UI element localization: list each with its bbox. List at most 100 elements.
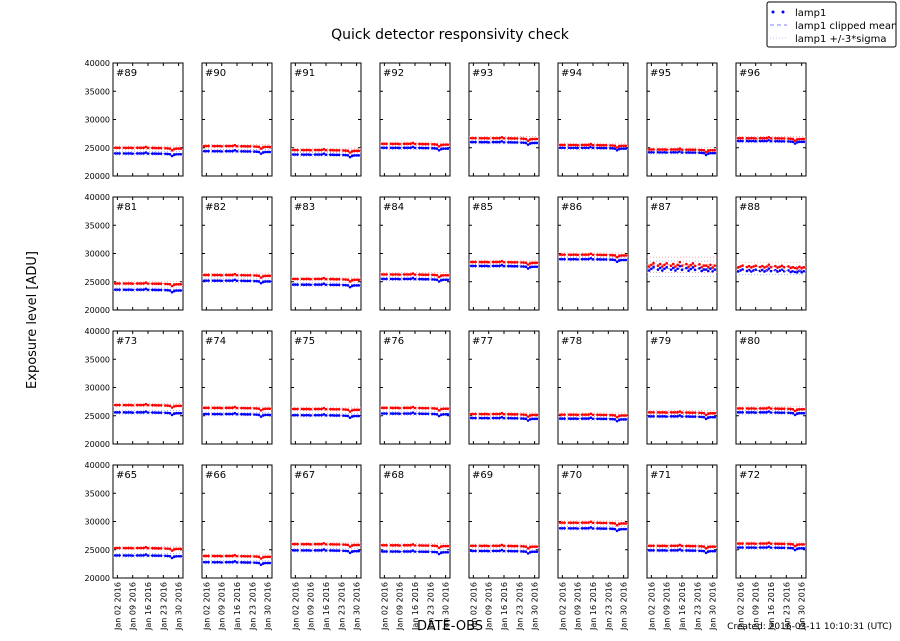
lamp1-point — [656, 150, 660, 154]
second-point — [202, 554, 206, 558]
lamp1-point — [177, 411, 180, 415]
second-point — [793, 409, 797, 413]
second-point — [420, 142, 423, 146]
lamp1-point — [750, 546, 753, 549]
second-point — [558, 521, 562, 524]
second-point — [604, 253, 608, 257]
subplot-frame — [290, 196, 362, 311]
second-point — [137, 403, 141, 407]
second-point — [113, 282, 117, 285]
lamp1-point — [422, 550, 426, 554]
second-point — [478, 136, 482, 140]
y-tick-label: 20000 — [85, 306, 110, 315]
second-point — [509, 544, 512, 548]
subplot-88: #88 — [735, 196, 807, 311]
second-point — [520, 261, 523, 264]
second-point — [787, 542, 790, 546]
second-point — [257, 407, 261, 410]
lamp1-point — [713, 549, 717, 553]
lamp1-point — [305, 283, 308, 286]
second-point — [572, 143, 575, 147]
lamp1-point — [348, 551, 352, 555]
second-point — [598, 413, 601, 417]
second-point — [689, 263, 693, 267]
lamp1-point — [615, 260, 619, 263]
lamp1-point — [485, 549, 488, 553]
second-point — [422, 406, 426, 410]
lamp1-point — [496, 140, 499, 144]
second-point — [442, 544, 445, 548]
second-point — [257, 274, 261, 278]
second-point — [218, 554, 221, 558]
second-point — [322, 147, 326, 151]
lamp1-point — [346, 154, 350, 157]
lamp1-point — [493, 549, 497, 553]
second-point — [789, 137, 792, 141]
lamp1-point — [671, 415, 675, 418]
lamp1-point — [202, 560, 206, 564]
lamp1-point — [472, 549, 475, 553]
second-point — [760, 542, 764, 545]
lamp1-point — [318, 549, 321, 552]
second-point — [404, 273, 408, 276]
lamp1-point — [207, 412, 210, 416]
second-point — [431, 544, 434, 547]
lamp1-point — [596, 258, 599, 261]
second-point — [135, 403, 139, 407]
second-point — [404, 142, 408, 146]
second-point — [218, 273, 221, 277]
lamp1-point — [246, 561, 250, 564]
lamp1-point — [704, 417, 708, 421]
second-point — [800, 267, 803, 270]
subplot-label: #90 — [205, 68, 226, 79]
second-point — [650, 544, 653, 548]
second-point — [469, 136, 473, 140]
lamp1-point — [795, 412, 799, 416]
second-point — [411, 272, 415, 275]
lamp1-point — [320, 413, 323, 417]
second-point — [394, 406, 397, 410]
second-point — [736, 266, 740, 269]
subplot-76: #76 — [379, 330, 451, 445]
lamp1-point — [652, 265, 655, 269]
lamp1-point — [615, 148, 619, 152]
second-point — [116, 546, 119, 550]
lamp1-point — [142, 152, 145, 155]
lamp1-point — [469, 416, 473, 420]
second-point — [617, 522, 621, 526]
lamp1-point — [765, 546, 768, 549]
second-point — [302, 407, 306, 411]
second-point — [335, 277, 339, 281]
lamp1-point — [226, 560, 230, 564]
second-point — [137, 282, 141, 285]
lamp1-point — [127, 554, 130, 557]
lamp1-point — [411, 276, 415, 280]
second-point — [435, 143, 439, 146]
subplot-label: #84 — [383, 202, 404, 213]
lamp1-point — [202, 279, 206, 282]
lamp1-point — [620, 418, 623, 421]
second-point — [531, 545, 534, 548]
subplot-75: #75 — [290, 330, 362, 445]
second-point — [741, 407, 744, 410]
second-point — [226, 554, 230, 558]
lamp1-point — [515, 416, 519, 420]
lamp1-point — [329, 414, 332, 417]
second-point — [409, 543, 412, 547]
lamp1-point — [689, 415, 693, 418]
lamp1-point — [129, 288, 132, 291]
lamp1-point — [318, 153, 321, 156]
second-point — [617, 254, 621, 258]
second-point — [131, 546, 134, 550]
lamp1-point — [674, 549, 677, 552]
second-point — [780, 407, 784, 410]
second-point — [469, 260, 473, 264]
lamp1-point — [335, 549, 339, 552]
lamp1-point — [511, 549, 515, 553]
lamp1-point — [702, 151, 706, 155]
lamp1-point — [300, 549, 304, 552]
second-point — [175, 547, 178, 551]
second-point — [528, 414, 532, 417]
lamp1-point — [589, 257, 593, 260]
second-point — [582, 143, 586, 147]
